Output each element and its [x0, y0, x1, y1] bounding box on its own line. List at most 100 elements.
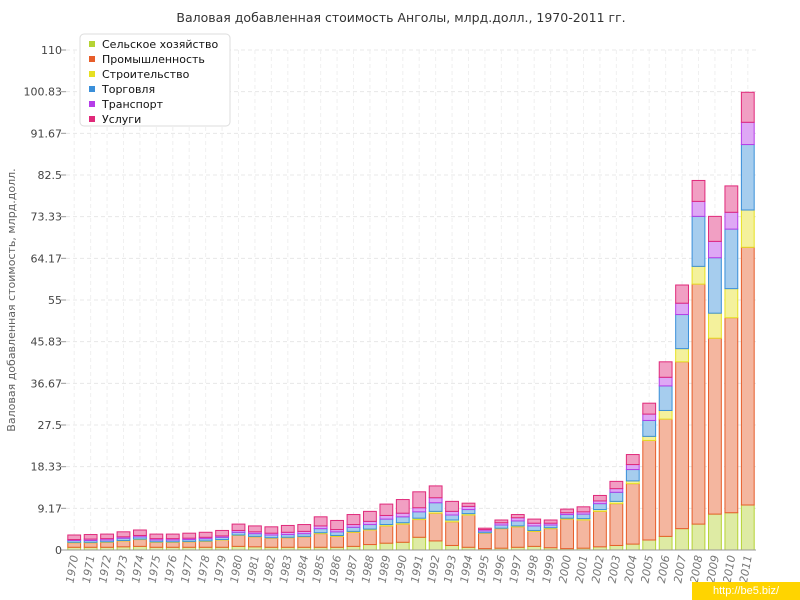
bar-segment[interactable]	[428, 502, 443, 512]
bar-segment[interactable]	[461, 509, 476, 515]
bar-segment[interactable]	[445, 544, 459, 551]
bar-segment[interactable]	[412, 511, 427, 519]
bar-segment[interactable]	[313, 516, 328, 527]
bar-segment[interactable]	[708, 337, 722, 515]
bar-segment[interactable]	[116, 540, 131, 548]
bar-segment[interactable]	[280, 524, 295, 533]
bar-segment[interactable]	[264, 526, 279, 534]
bar-segment[interactable]	[740, 91, 755, 123]
bar-segment[interactable]	[625, 454, 640, 466]
bar-segment[interactable]	[83, 534, 98, 540]
bar-segment[interactable]	[379, 518, 394, 526]
bar-segment[interactable]	[313, 533, 328, 548]
bar-segment[interactable]	[494, 519, 509, 524]
bar-segment[interactable]	[724, 512, 739, 551]
bar-segment[interactable]	[724, 185, 739, 213]
bar-segment[interactable]	[642, 419, 657, 437]
bar-segment[interactable]	[740, 504, 755, 551]
bar-segment[interactable]	[625, 543, 640, 551]
bar-segment[interactable]	[527, 525, 542, 531]
legend[interactable]: Сельское хозяйство Промышленность Строител…	[79, 33, 231, 127]
bar-segment[interactable]	[215, 539, 229, 548]
bar-segment[interactable]	[379, 542, 394, 551]
bar-segment[interactable]	[691, 200, 706, 217]
bar-segment[interactable]	[363, 544, 377, 551]
bar-segment[interactable]	[412, 491, 427, 509]
bar-segment[interactable]	[395, 541, 410, 551]
bar-segment[interactable]	[609, 544, 624, 551]
bar-segment[interactable]	[642, 539, 657, 551]
bar-segment[interactable]	[379, 514, 394, 520]
bar-segment[interactable]	[198, 531, 213, 538]
bar-segment[interactable]	[182, 532, 197, 539]
bar-segment[interactable]	[100, 533, 114, 540]
bar-segment[interactable]	[149, 533, 164, 540]
bar-segment[interactable]	[395, 512, 410, 518]
bar-segment[interactable]	[198, 540, 213, 548]
bar-segment[interactable]	[478, 527, 492, 531]
legend-item[interactable]: Строительство	[102, 68, 190, 81]
bar-segment[interactable]	[609, 491, 624, 502]
bar-segment[interactable]	[133, 545, 147, 551]
bar-segment[interactable]	[165, 533, 180, 540]
bar-segment[interactable]	[67, 542, 82, 548]
bar-segment[interactable]	[543, 519, 558, 524]
bar-segment[interactable]	[346, 531, 361, 547]
bar-segment[interactable]	[625, 483, 640, 545]
bar-segment[interactable]	[642, 439, 657, 541]
bar-segment[interactable]	[576, 519, 591, 549]
bar-segment[interactable]	[642, 435, 657, 441]
bar-segment[interactable]	[182, 541, 197, 548]
legend-item[interactable]: Услуги	[102, 113, 141, 126]
legend-item[interactable]: Промышленность	[102, 53, 205, 66]
bar-segment[interactable]	[642, 413, 657, 421]
bar-segment[interactable]	[675, 528, 689, 551]
bar-segment[interactable]	[330, 531, 344, 536]
bar-segment[interactable]	[675, 348, 689, 363]
bar-segment[interactable]	[691, 215, 706, 267]
bar-segment[interactable]	[724, 211, 739, 230]
bar-segment[interactable]	[593, 503, 607, 511]
bar-segment[interactable]	[675, 361, 689, 530]
bar-segment[interactable]	[609, 488, 624, 493]
bar-segment[interactable]	[708, 312, 722, 339]
bar-segment[interactable]	[264, 537, 279, 548]
bar-segment[interactable]	[675, 302, 689, 316]
bar-segment[interactable]	[609, 480, 624, 490]
bar-segment[interactable]	[691, 179, 706, 202]
bar-segment[interactable]	[83, 542, 98, 548]
bar-segment[interactable]	[658, 361, 673, 378]
bar-segment[interactable]	[510, 526, 525, 548]
bar-segment[interactable]	[280, 537, 295, 548]
bar-segment[interactable]	[576, 513, 591, 520]
legend-item[interactable]: Сельское хозяйство	[102, 38, 218, 51]
bar-segment[interactable]	[346, 526, 361, 532]
bar-segment[interactable]	[708, 215, 722, 242]
bar-segment[interactable]	[740, 246, 755, 506]
bar-segment[interactable]	[248, 525, 262, 533]
bar-segment[interactable]	[543, 528, 558, 549]
bar-segment[interactable]	[428, 497, 443, 504]
bar-segment[interactable]	[363, 529, 377, 546]
bar-segment[interactable]	[593, 494, 607, 502]
bar-segment[interactable]	[313, 528, 328, 534]
bar-segment[interactable]	[560, 514, 574, 519]
bar-segment[interactable]	[248, 536, 262, 548]
bar-segment[interactable]	[691, 283, 706, 525]
bar-segment[interactable]	[395, 499, 410, 514]
bar-segment[interactable]	[708, 513, 722, 551]
bar-segment[interactable]	[560, 518, 574, 550]
bar-segment[interactable]	[133, 539, 147, 547]
legend-item[interactable]: Торговля	[101, 83, 155, 96]
bar-segment[interactable]	[478, 532, 492, 550]
bar-segment[interactable]	[658, 385, 673, 411]
bar-segment[interactable]	[231, 545, 246, 551]
bar-segment[interactable]	[724, 317, 739, 514]
bar-segment[interactable]	[231, 534, 246, 547]
bar-segment[interactable]	[625, 464, 640, 471]
bar-segment[interactable]	[724, 288, 739, 319]
bar-segment[interactable]	[675, 314, 689, 350]
bar-segment[interactable]	[740, 144, 755, 211]
bar-segment[interactable]	[363, 510, 377, 522]
bar-segment[interactable]	[133, 529, 147, 536]
